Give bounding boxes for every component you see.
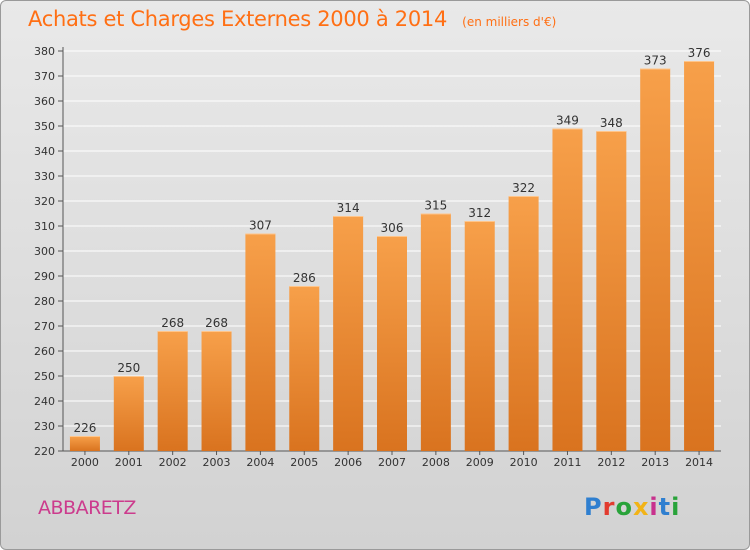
bar-2008 <box>420 213 451 451</box>
bar-2009 <box>464 221 495 451</box>
x-tick-label: 2004 <box>246 456 274 469</box>
data-label-2009: 312 <box>468 206 491 220</box>
bar-2012 <box>596 131 627 451</box>
brand-letter: o <box>615 493 633 521</box>
brand-logo[interactable]: Proxiti <box>584 493 680 521</box>
brand-letter: i <box>649 493 659 521</box>
x-tick-label: 2009 <box>466 456 494 469</box>
data-label-2004: 307 <box>249 219 272 233</box>
x-tick-label: 2003 <box>203 456 231 469</box>
brand-letter: r <box>602 493 616 521</box>
bar-2005 <box>289 286 320 451</box>
y-tick-label: 350 <box>34 120 55 133</box>
bar-2000 <box>69 436 100 451</box>
data-label-2013: 373 <box>644 54 667 68</box>
data-label-2006: 314 <box>337 201 360 215</box>
bar-2003 <box>201 331 232 451</box>
y-tick-label: 370 <box>34 70 55 83</box>
brand-letter: t <box>658 493 672 521</box>
data-label-2007: 306 <box>381 221 404 235</box>
bar-2013 <box>640 68 671 451</box>
y-tick-label: 250 <box>34 370 55 383</box>
data-label-2000: 226 <box>73 421 96 435</box>
bar-2007 <box>377 236 407 451</box>
bar-2011 <box>552 128 583 451</box>
data-label-2014: 376 <box>688 46 711 60</box>
data-label-2010: 322 <box>512 181 535 195</box>
brand-letter: i <box>671 493 681 521</box>
x-tick-label: 2005 <box>290 456 318 469</box>
y-tick-label: 240 <box>34 395 55 408</box>
bar-2014 <box>684 61 715 451</box>
bar-2004 <box>245 233 276 451</box>
x-tick-label: 2014 <box>685 456 713 469</box>
data-label-2011: 349 <box>556 114 579 128</box>
y-tick-label: 300 <box>34 245 55 258</box>
y-tick-label: 220 <box>34 445 55 458</box>
x-tick-label: 2010 <box>510 456 538 469</box>
bar-2010 <box>508 196 539 451</box>
y-tick-label: 360 <box>34 95 55 108</box>
x-tick-label: 2011 <box>553 456 581 469</box>
data-label-2001: 250 <box>117 361 140 375</box>
bar-2001 <box>113 376 144 451</box>
x-tick-label: 2007 <box>378 456 406 469</box>
y-tick-label: 270 <box>34 320 55 333</box>
y-tick-label: 230 <box>34 420 55 433</box>
x-tick-label: 2002 <box>159 456 187 469</box>
data-label-2003: 268 <box>205 316 228 330</box>
x-tick-label: 2012 <box>597 456 625 469</box>
bar-2006 <box>333 216 364 451</box>
data-label-2002: 268 <box>161 316 184 330</box>
data-label-2005: 286 <box>293 271 316 285</box>
bars <box>69 61 715 451</box>
y-tick-label: 310 <box>34 220 55 233</box>
y-tick-label: 340 <box>34 145 55 158</box>
y-tick-label: 290 <box>34 270 55 283</box>
y-tick-label: 260 <box>34 345 55 358</box>
town-name: ABBARETZ <box>38 497 136 519</box>
x-tick-label: 2001 <box>115 456 143 469</box>
x-tick-label: 2006 <box>334 456 362 469</box>
x-tick-label: 2008 <box>422 456 450 469</box>
y-tick-label: 330 <box>34 170 55 183</box>
labels: 220 230 240 250 260 270 280 290 300 310 320 330 340 3… <box>34 45 713 469</box>
chart-title: Achats et Charges Externes 2000 à 2014 <box>28 7 448 31</box>
chart-unit: (en milliers d'€) <box>462 15 557 29</box>
y-tick-label: 380 <box>34 45 55 58</box>
brand-letter: P <box>584 493 603 521</box>
brand-letter: x <box>632 493 650 521</box>
y-tick-label: 280 <box>34 295 55 308</box>
bar-2002 <box>157 331 188 451</box>
y-tick-label: 320 <box>34 195 55 208</box>
data-label-2008: 315 <box>424 199 447 213</box>
x-tick-label: 2013 <box>641 456 669 469</box>
title-row: Achats et Charges Externes 2000 à 2014 (… <box>28 7 556 31</box>
x-tick-label: 2000 <box>71 456 99 469</box>
data-label-2012: 348 <box>600 116 623 130</box>
